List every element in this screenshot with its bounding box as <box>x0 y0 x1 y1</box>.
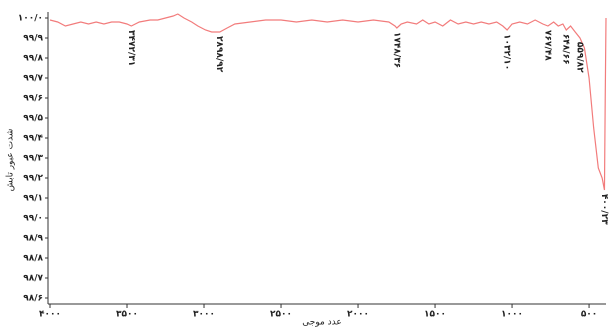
x-tick-label: ۵۰۰ <box>581 310 597 320</box>
y-tick-label: ۹۹/۹ <box>23 34 43 44</box>
y-tick-label: ۹۹/۴ <box>23 134 43 144</box>
y-tick-label: ۹۸/۶ <box>23 294 43 304</box>
x-tick-label: ۳۵۰۰ <box>116 310 138 320</box>
y-tick-label: ۹۹/۲ <box>23 174 43 184</box>
y-tick-label: ۹۸/۷ <box>23 274 43 284</box>
y-tick-label: ۹۹/۳ <box>23 154 43 164</box>
y-tick-label: ۹۹/۷ <box>23 74 43 84</box>
y-tick-label: ۹۹/۸ <box>23 54 43 64</box>
y-tick-label: ۹۹/۵ <box>23 114 43 124</box>
y-tick-label: ۹۹/۶ <box>23 94 43 104</box>
y-tick-label: ۱۰۰/۰ <box>18 14 43 24</box>
y-tick-label: ۹۸/۸ <box>23 254 43 264</box>
peak-label: ۱۷۴۸/۳۶ <box>391 32 401 68</box>
y-tick-label: ۹۹/۰ <box>23 214 43 224</box>
peak-label: ۷۶۷/۴۸ <box>542 30 552 61</box>
x-tick-label: ۲۵۰۰ <box>270 310 292 320</box>
peak-label: ۲۸۹۸/۹۲ <box>214 36 224 73</box>
spectrum-line <box>49 13 607 191</box>
x-tick-label: ۲۰۰۰ <box>347 310 369 320</box>
y-tick-label: ۹۹/۱ <box>23 194 43 204</box>
peak-label: ۵۵۹/۸۲ <box>574 42 584 73</box>
x-axis-label: عدد موجی <box>302 318 342 328</box>
y-axis-label: شدت عبور تابش <box>6 129 16 192</box>
x-tick-label: ۴۰۰۰ <box>39 310 61 320</box>
x-tick-label: ۱۰۰۰ <box>501 310 523 320</box>
peak-label: ۳۴۷۲/۳۱ <box>126 30 136 66</box>
y-tick-label: ۹۸/۹ <box>23 234 43 244</box>
peak-label: ۶۴۸/۶۶ <box>561 34 571 65</box>
x-tick-label: ۳۰۰۰ <box>193 310 215 320</box>
peak-label: ۴۰۰/۲۳ <box>599 194 609 225</box>
peak-label: ۱۰۳۲/۱۰ <box>502 34 512 70</box>
x-tick-label: ۱۵۰۰ <box>424 310 446 320</box>
